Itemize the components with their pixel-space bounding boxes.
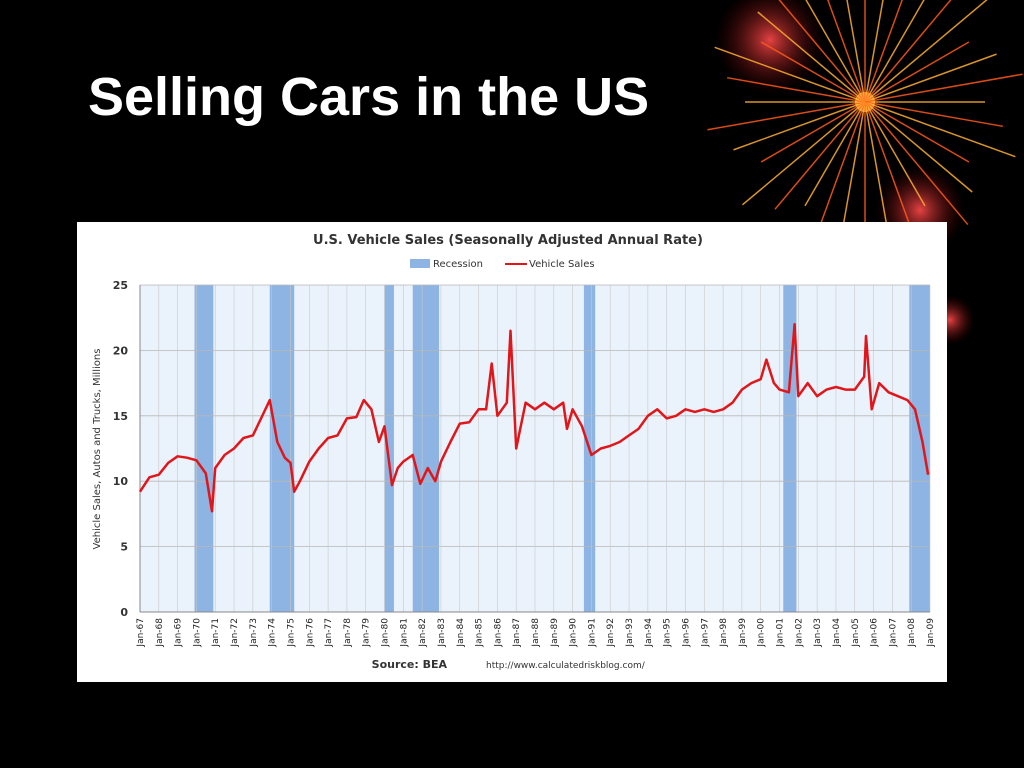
x-tick-label: Jan-87 [512, 618, 522, 648]
recession-band [384, 285, 394, 612]
x-tick-label: Jan-04 [832, 618, 842, 648]
spark-ray [774, 101, 866, 210]
x-tick-label: Jan-09 [926, 618, 936, 648]
x-tick-label: Jan-75 [286, 618, 296, 648]
spark-ray [864, 0, 952, 103]
recession-band [783, 285, 797, 612]
x-tick-label: Jan-71 [211, 618, 221, 648]
spark-ray [839, 101, 866, 241]
x-tick-label: Jan-99 [738, 618, 748, 648]
x-tick-label: Jan-97 [700, 618, 710, 648]
spark-ray [864, 101, 973, 193]
x-tick-label: Jan-85 [475, 618, 485, 648]
x-tick-label: Jan-81 [399, 618, 409, 648]
x-tick-label: Jan-88 [531, 618, 541, 648]
spark-ray [864, 41, 970, 103]
x-tick-label: Jan-01 [776, 618, 786, 648]
x-tick-label: Jan-78 [343, 618, 353, 648]
x-tick-label: Jan-69 [174, 618, 184, 648]
spark-ray [864, 53, 997, 103]
spark-ray [864, 101, 914, 234]
x-tick-label: Jan-00 [757, 618, 767, 648]
spark-ray [778, 0, 866, 103]
sales-line [138, 322, 930, 513]
spark-ray [805, 0, 866, 103]
x-tick-label: Jan-02 [794, 618, 804, 648]
x-tick-label: Jan-70 [192, 618, 202, 648]
spark-ray [757, 11, 866, 103]
x-tick-label: Jan-80 [381, 618, 391, 648]
spark-ray [864, 0, 988, 103]
chart-title: U.S. Vehicle Sales (Seasonally Adjusted … [313, 233, 703, 248]
spark-ray [846, 0, 866, 103]
spark-ray [827, 0, 866, 103]
x-tick-label: Jan-74 [268, 618, 278, 648]
x-tick-label: Jan-89 [550, 618, 560, 648]
x-tick-label: Jan-76 [305, 618, 315, 648]
spark-ray [760, 101, 866, 163]
x-tick-label: Jan-07 [888, 618, 898, 648]
x-tick-label: Jan-94 [644, 618, 654, 648]
legend: Recession Vehicle Sales [410, 259, 595, 270]
spark-ray [864, 101, 970, 163]
decoration [707, 0, 1023, 345]
x-tick-label: Jan-92 [606, 618, 616, 648]
spark-ray [864, 101, 1016, 158]
spark-ray [864, 73, 1023, 103]
y-axis-label: Vehicle Sales, Autos and Trucks, Million… [92, 349, 103, 550]
x-tick-label: Jan-05 [851, 618, 861, 648]
legend-label: Recession [433, 259, 483, 270]
x-tick-label: Jan-79 [362, 618, 372, 648]
x-tick-label: Jan-82 [418, 618, 428, 648]
y-tick-label: 10 [113, 475, 129, 488]
spark-ray [864, 101, 926, 207]
spark-ray [864, 0, 903, 103]
x-tick-label: Jan-91 [587, 618, 597, 648]
legend-swatch [410, 259, 430, 268]
x-tick-label: Jan-72 [230, 618, 240, 648]
legend-label: Vehicle Sales [529, 259, 595, 270]
x-tick-label: Jan-93 [625, 618, 635, 648]
x-tick-label: Jan-08 [907, 618, 917, 648]
x-tick-label: Jan-95 [663, 618, 673, 648]
x-tick-label: Jan-84 [456, 618, 466, 648]
y-tick-label: 0 [120, 606, 128, 619]
x-tick-label: Jan-98 [719, 618, 729, 648]
x-tick-label: Jan-03 [813, 618, 823, 648]
recession-band [194, 285, 214, 612]
spark-ray [864, 0, 884, 103]
y-tick-label: 15 [113, 410, 128, 423]
x-tick-label: Jan-86 [493, 618, 503, 648]
spark-ray [726, 76, 866, 103]
x-tick-label: Jan-68 [155, 618, 165, 648]
x-tick-label: Jan-73 [249, 618, 259, 648]
y-tick-label: 25 [113, 279, 128, 292]
x-tick-label: Jan-90 [569, 618, 579, 648]
spark-ray [804, 101, 866, 207]
x-tick-label: Jan-67 [136, 618, 146, 648]
x-tick-label: Jan-77 [324, 618, 334, 648]
source: Source: BEA [372, 658, 448, 671]
spark-ray [707, 101, 866, 131]
recession-band [909, 285, 930, 612]
spark-ray [741, 101, 866, 206]
spark-ray [864, 0, 925, 103]
spark-ray [733, 101, 866, 151]
spark-ray [864, 101, 969, 226]
x-tick-label: Jan-83 [437, 618, 447, 648]
y-tick-label: 5 [120, 541, 128, 554]
source-url: http://www.calculatedriskblog.com/ [486, 661, 646, 671]
recession-band [412, 285, 440, 612]
x-tick-label: Jan-96 [681, 618, 691, 648]
x-tick-label: Jan-06 [870, 618, 880, 648]
spark-ray [714, 46, 866, 103]
spark-ray [760, 41, 866, 103]
recession-band [269, 285, 295, 612]
slide-title: Selling Cars in the US [88, 67, 649, 127]
y-tick-label: 20 [113, 344, 129, 357]
spark-ray [864, 101, 1004, 128]
